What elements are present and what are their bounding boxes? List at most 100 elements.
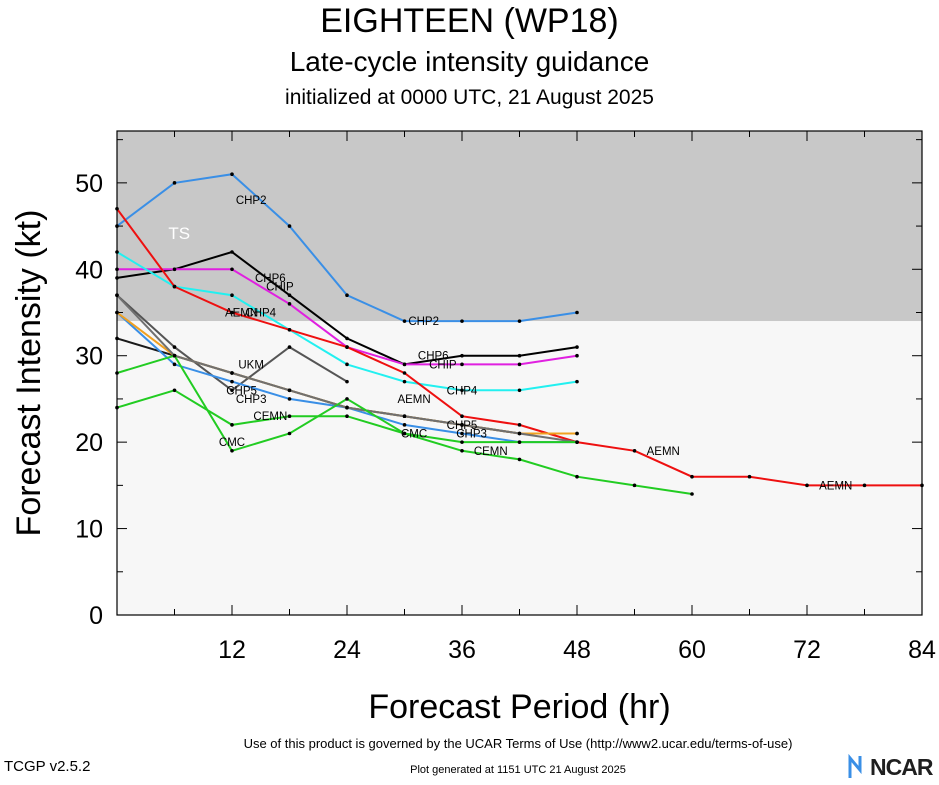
data-point [287,293,292,298]
data-point [575,431,579,436]
data-point [230,293,234,298]
data-point [345,397,349,401]
data-point [460,319,464,323]
series-label: CHIP [429,359,457,371]
version-label: TCGP v2.5.2 [4,758,91,775]
series-label: CHP2 [408,316,439,328]
data-point [805,483,809,488]
series-label: CHP5 [447,420,478,432]
y-tick-label: 20 [75,429,103,457]
data-point [460,388,464,393]
data-point [345,405,349,410]
terms-of-use: Use of this product is governed by the U… [243,736,793,751]
data-point [230,371,234,375]
chart-init-time: initialized at 0000 UTC, 21 August 2025 [285,86,654,109]
series-label: CHP3 [236,394,267,406]
data-point [287,224,292,228]
series-label: CHP3 [456,429,487,441]
data-point [517,362,522,367]
data-point [517,388,522,393]
series-label: CMC [401,429,427,441]
series-label: UKM [238,359,264,371]
data-point [287,397,292,401]
data-point [287,414,292,419]
series-label: CEMN [253,411,287,423]
data-point [402,319,407,323]
data-point [402,423,407,427]
x-tick-label: 72 [793,636,821,664]
series-label: CHP4 [447,385,478,397]
data-point [287,327,292,332]
data-point [575,310,579,315]
data-point [460,423,464,427]
chart-title: EIGHTEEN (WP18) [320,2,619,40]
intensity-band-ts [117,131,922,322]
y-tick-label: 50 [75,170,103,198]
y-tick-label: 10 [75,516,103,544]
data-point [575,474,579,479]
data-point [575,353,579,358]
data-point [402,371,407,375]
x-axis-label: Forecast Period (hr) [368,688,670,726]
data-point [690,492,694,496]
y-tick-label: 0 [89,602,103,630]
data-point [230,267,234,272]
data-point [287,345,292,349]
data-point [287,431,292,436]
y-axis-label: Forecast Intensity (kt) [10,210,48,537]
data-point [517,319,522,323]
data-point [517,353,522,358]
data-point [517,457,522,462]
series-label: CHP5 [226,385,257,397]
data-point [575,379,579,384]
data-point [575,440,579,444]
data-point [230,423,234,427]
y-tick-label: 40 [75,256,103,284]
data-point [402,362,407,367]
series-label: AEMN [647,446,680,458]
series-ukm [115,293,349,393]
data-point [402,431,407,436]
ncar-logo-icon [848,753,862,778]
data-point [460,414,464,419]
data-point [460,440,464,444]
data-point [172,362,177,367]
intensity-band-below-ts [117,321,922,615]
generated-time: Plot generated at 1151 UTC 21 August 202… [410,764,626,776]
y-tick-label: 30 [75,343,103,371]
series-cmc [115,353,579,453]
chart-subtitle: Late-cycle intensity guidance [289,46,650,77]
band-label-ts: TS [168,224,190,243]
data-point [517,423,522,427]
data-point [172,388,177,393]
series-label: CHIP [266,282,294,294]
data-point [517,431,522,436]
data-point [230,172,234,177]
data-point [632,483,637,488]
data-point [402,414,407,419]
data-point [230,310,234,315]
data-point [345,362,349,367]
x-tick-label: 24 [333,636,361,664]
series-label: AEMN [819,480,852,492]
data-point [287,302,292,306]
data-point [460,353,464,358]
data-point [460,431,464,436]
data-point [460,448,464,453]
plot-frame [116,130,923,616]
series-chp2 [115,172,579,323]
data-point [287,388,292,393]
data-point [862,483,867,488]
data-point [460,362,464,367]
x-tick-label: 60 [678,636,706,664]
data-point [345,414,349,419]
data-point [230,388,234,393]
data-point [402,379,407,384]
series-label: CMC [219,437,245,449]
data-point [172,267,177,272]
ncar-logo-text: NCAR [870,754,933,780]
data-point [230,250,234,254]
series-label: CHP6 [418,351,449,363]
series-label: CHP2 [236,195,267,207]
x-tick-label: 12 [218,636,246,664]
